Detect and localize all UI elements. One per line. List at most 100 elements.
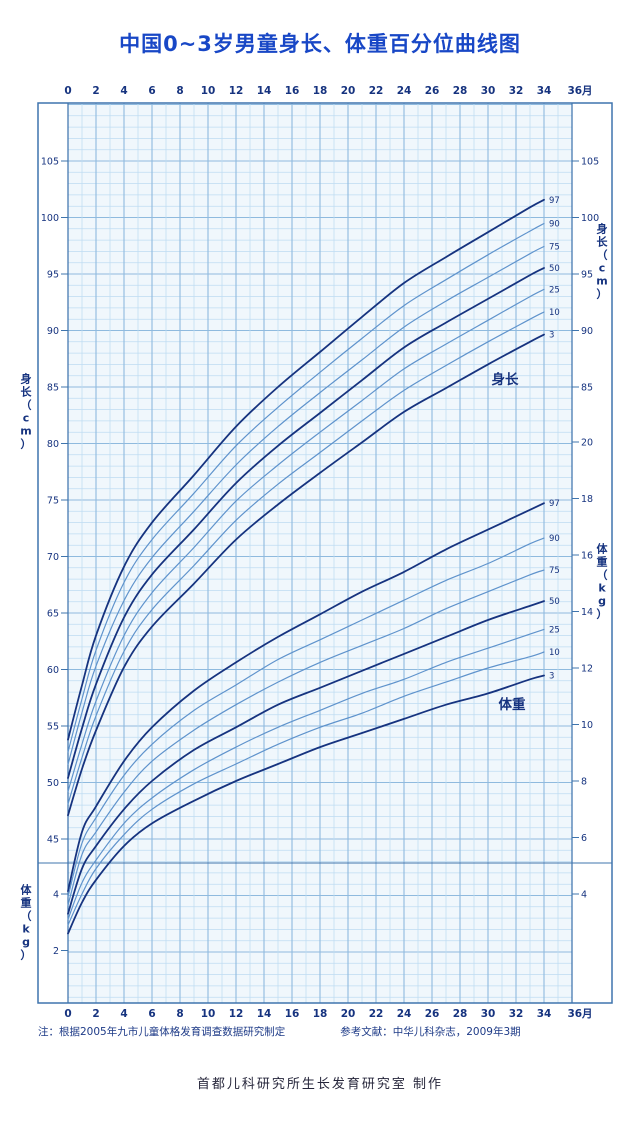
svg-text:10: 10 (549, 648, 560, 658)
svg-text:70: 70 (47, 552, 59, 563)
chart-frame (37, 102, 613, 1004)
svg-text:0: 0 (64, 1008, 71, 1020)
svg-text:90: 90 (47, 326, 59, 337)
svg-text:2: 2 (53, 946, 59, 957)
svg-text:身: 身 (597, 222, 608, 236)
weight-curves-p97 (67, 502, 545, 893)
svg-text:8: 8 (581, 777, 587, 788)
svg-text:k: k (598, 582, 606, 595)
svg-text:25: 25 (549, 625, 560, 635)
svg-text:24: 24 (397, 1008, 412, 1020)
right-weight-axis-title: 体重（kg） (597, 542, 609, 621)
svg-text:14: 14 (581, 607, 593, 618)
weight-curves-p75 (67, 569, 545, 906)
height-curves-p90 (67, 222, 545, 753)
svg-text:85: 85 (47, 383, 59, 394)
svg-text:12: 12 (229, 85, 244, 97)
page-title: 中国0~3岁男童身长、体重百分位曲线图 (119, 32, 521, 56)
svg-text:30: 30 (481, 1008, 496, 1020)
svg-text:95: 95 (581, 270, 593, 281)
svg-text:20: 20 (341, 1008, 356, 1020)
svg-text:65: 65 (47, 609, 59, 620)
svg-text:28: 28 (453, 1008, 468, 1020)
svg-text:90: 90 (549, 220, 560, 230)
svg-text:长: 长 (597, 235, 609, 249)
svg-text:75: 75 (549, 566, 560, 576)
svg-text:18: 18 (581, 494, 593, 505)
svg-text:16: 16 (581, 551, 593, 562)
svg-text:32: 32 (509, 1008, 524, 1020)
svg-text:m: m (20, 425, 31, 438)
weight-curves-p25 (67, 628, 545, 920)
note-row: 注：根据2005年九市儿童体格发育调查数据研究制定 参考文献：中华儿科杂志，20… (0, 1024, 640, 1039)
footer-credit: 首都儿科研究所生长发育研究室 制作 (196, 1077, 444, 1092)
svg-text:6: 6 (148, 85, 155, 97)
svg-text:重: 重 (597, 555, 608, 569)
svg-text:）: ） (597, 288, 608, 301)
svg-text:36月: 36月 (567, 1008, 592, 1020)
svg-text:36月: 36月 (567, 85, 592, 97)
svg-text:18: 18 (313, 85, 328, 97)
svg-text:55: 55 (47, 722, 59, 733)
svg-text:16: 16 (285, 85, 300, 97)
svg-text:体: 体 (597, 542, 609, 556)
svg-text:18: 18 (313, 1008, 328, 1020)
height-curves-p3 (67, 333, 545, 817)
svg-text:97: 97 (549, 196, 560, 206)
svg-text:g: g (22, 936, 30, 949)
height-curves-p97 (67, 198, 545, 741)
reference-text: 参考文献：中华儿科杂志，2009年3期 (340, 1026, 521, 1038)
svg-text:c: c (599, 262, 606, 275)
weight-curves-p90 (67, 537, 545, 898)
svg-text:（: （ (21, 399, 32, 412)
left-height-axis-title: 身长（cm） (20, 372, 32, 451)
svg-text:身: 身 (21, 372, 32, 386)
svg-text:100: 100 (581, 213, 599, 224)
svg-text:60: 60 (47, 665, 59, 676)
svg-text:105: 105 (41, 157, 59, 168)
note-text: 注：根据2005年九市儿童体格发育调查数据研究制定 (38, 1026, 286, 1038)
svg-text:4: 4 (581, 890, 587, 901)
svg-text:长: 长 (21, 385, 33, 399)
svg-text:2: 2 (92, 85, 99, 97)
weight-curves: 97 90 75 50 25 10 3 (67, 499, 560, 935)
svg-text:50: 50 (549, 597, 560, 607)
svg-text:26: 26 (425, 85, 440, 97)
svg-text:26: 26 (425, 1008, 440, 1020)
svg-text:50: 50 (47, 778, 59, 789)
svg-text:45: 45 (47, 835, 59, 846)
weight-curves-p3 (67, 674, 545, 935)
svg-text:g: g (598, 595, 606, 608)
svg-text:20: 20 (341, 85, 356, 97)
svg-text:16: 16 (285, 1008, 300, 1020)
svg-text:90: 90 (581, 326, 593, 337)
svg-text:4: 4 (53, 890, 59, 901)
svg-text:50: 50 (549, 264, 560, 274)
svg-text:c: c (23, 412, 30, 425)
svg-text:95: 95 (47, 270, 59, 281)
chart-root: 0022446688101012121414161618182020222224… (20, 85, 613, 1020)
svg-text:m: m (596, 275, 607, 288)
svg-text:重: 重 (21, 896, 32, 910)
svg-text:）: ） (597, 608, 608, 621)
svg-text:2: 2 (92, 1008, 99, 1020)
svg-text:14: 14 (257, 1008, 272, 1020)
svg-text:12: 12 (581, 664, 593, 675)
svg-text:（: （ (597, 569, 608, 582)
svg-text:4: 4 (120, 85, 127, 97)
svg-text:）: ） (21, 438, 32, 451)
svg-text:10: 10 (549, 308, 560, 318)
height-curves-p25 (67, 288, 545, 793)
month-axis-labels: 0022446688101012121414161618182020222224… (64, 85, 592, 1020)
svg-text:0: 0 (64, 85, 71, 97)
svg-text:75: 75 (47, 496, 59, 507)
growth-chart: 0022446688101012121414161618182020222224… (20, 85, 613, 1020)
svg-text:（: （ (597, 249, 608, 262)
svg-text:20: 20 (581, 438, 593, 449)
height-curves-label: 身长 (492, 371, 520, 388)
svg-text:75: 75 (549, 243, 560, 253)
svg-text:10: 10 (201, 85, 216, 97)
svg-text:34: 34 (537, 1008, 552, 1020)
svg-text:8: 8 (176, 85, 183, 97)
svg-text:4: 4 (120, 1008, 127, 1020)
